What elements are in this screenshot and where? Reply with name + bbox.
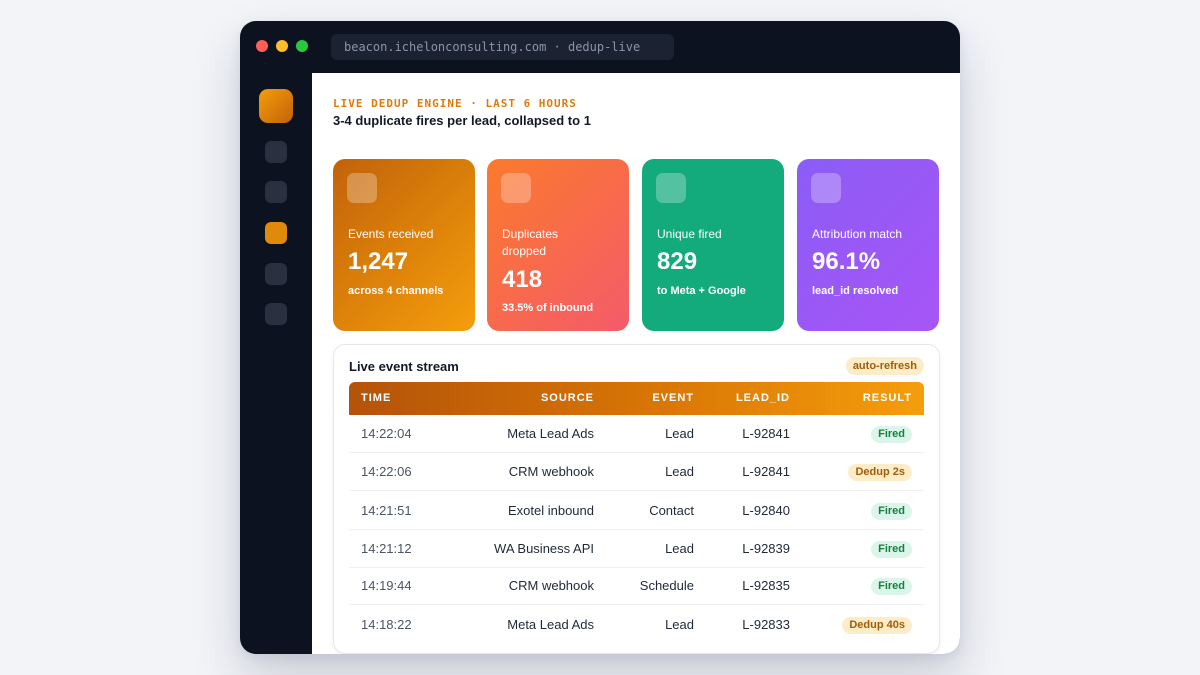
stat-sub: to Meta + Google (657, 285, 746, 297)
stat-value: 1,247 (348, 248, 409, 275)
panel-title: Live event stream (349, 359, 459, 374)
table-row[interactable]: 14:21:51 Exotel inbound Contact L-92840 Fire… (349, 492, 924, 530)
sidebar-nav-item-4[interactable] (265, 263, 287, 285)
section-kicker: LIVE DEDUP ENGINE · LAST 6 HOURS (333, 97, 577, 110)
cell-lead-id: L-92841 (742, 426, 790, 441)
sidebar-nav-item-5[interactable] (265, 303, 287, 325)
page-title: 3-4 duplicate fires per lead, collapsed … (333, 113, 591, 128)
column-header-event[interactable]: EVENT (652, 392, 694, 404)
title-bar: beacon.ichelonconsulting.com · dedup-liv… (240, 21, 960, 73)
cell-source: Meta Lead Ads (507, 617, 594, 632)
app-logo[interactable] (259, 89, 293, 123)
cell-source: CRM webhook (508, 578, 594, 593)
stat-label: Attribution match (812, 227, 903, 241)
cell-time: 14:21:51 (361, 503, 412, 518)
live-event-stream-panel: Live event stream auto-refresh TIME SOUR… (333, 344, 940, 654)
cell-event: Lead (665, 426, 694, 441)
cell-event: Lead (665, 541, 694, 556)
cell-event: Lead (665, 617, 694, 632)
result-status-badge: Fired (871, 541, 912, 558)
column-header-time[interactable]: TIME (361, 392, 392, 404)
browser-window: beacon.ichelonconsulting.com · dedup-liv… (240, 21, 960, 654)
cell-time: 14:18:22 (361, 617, 412, 632)
stat-card-duplicates-dropped: Duplicates dropped 418 33.5% of inbound (487, 159, 629, 331)
result-status-badge: Fired (871, 503, 912, 520)
cell-event: Contact (649, 503, 694, 518)
stat-card-events-received: Events received 1,247 across 4 channels (333, 159, 475, 331)
stat-sub: lead_id resolved (812, 285, 899, 297)
result-status-badge: Fired (871, 426, 912, 443)
cell-lead-id: L-92841 (742, 464, 790, 479)
table-row[interactable]: 14:18:22 Meta Lead Ads Lead L-92833 Dedup 40… (349, 606, 924, 644)
minimize-window-button[interactable] (276, 40, 288, 52)
cell-time: 14:19:44 (361, 578, 412, 593)
column-header-lead-id[interactable]: LEAD_ID (735, 392, 790, 404)
cell-lead-id: L-92839 (742, 541, 790, 556)
maximize-window-button[interactable] (296, 40, 308, 52)
events-icon (347, 173, 377, 203)
cell-source: CRM webhook (508, 464, 594, 479)
table-row[interactable]: 14:19:44 CRM webhook Schedule L-92835 Fired (349, 567, 924, 605)
stat-card-unique-fired: Unique fired 829 to Meta + Google (642, 159, 784, 331)
cell-event: Schedule (639, 578, 694, 593)
cell-source: Exotel inbound (507, 503, 594, 518)
result-status-badge: Fired (871, 578, 912, 595)
table-header: TIME SOURCE EVENT LEAD_ID RESULT (349, 382, 924, 415)
duplicates-icon (501, 173, 531, 203)
stat-value: 96.1% (812, 248, 881, 275)
cell-time: 14:21:12 (361, 541, 412, 556)
stat-label: Duplicates dropped (502, 227, 559, 258)
cell-source: WA Business API (494, 541, 594, 556)
stat-sub: across 4 channels (348, 285, 444, 297)
cell-time: 14:22:06 (361, 464, 412, 479)
stat-value: 418 (502, 266, 543, 293)
stat-label: Events received (348, 227, 434, 241)
cell-source: Meta Lead Ads (507, 426, 594, 441)
stat-label: Unique fired (657, 227, 722, 241)
cell-event: Lead (665, 464, 694, 479)
sidebar (240, 73, 312, 654)
column-header-source[interactable]: SOURCE (540, 392, 594, 404)
table-row[interactable]: 14:22:06 CRM webhook Lead L-92841 Dedup 2s (349, 453, 924, 491)
main-content: LIVE DEDUP ENGINE · LAST 6 HOURS 3-4 dup… (312, 73, 960, 654)
table-row[interactable]: 14:21:12 WA Business API Lead L-92839 Fired (349, 530, 924, 568)
stat-sub: 33.5% of inbound (502, 302, 594, 314)
address-bar[interactable]: beacon.ichelonconsulting.com · dedup-liv… (331, 34, 674, 60)
attribution-icon (811, 173, 841, 203)
cell-time: 14:22:04 (361, 426, 412, 441)
column-header-result[interactable]: RESULT (862, 392, 912, 404)
sidebar-nav-item-1[interactable] (265, 141, 287, 163)
result-status-badge: Dedup 40s (842, 617, 912, 634)
sidebar-nav-item-3-active[interactable] (265, 222, 287, 244)
cell-lead-id: L-92840 (742, 503, 790, 518)
cell-lead-id: L-92833 (742, 617, 790, 632)
sidebar-nav-item-2[interactable] (265, 181, 287, 203)
result-status-badge: Dedup 2s (848, 464, 912, 481)
close-window-button[interactable] (256, 40, 268, 52)
stat-value: 829 (657, 248, 698, 275)
auto-refresh-badge[interactable]: auto-refresh (845, 357, 924, 375)
fired-icon (656, 173, 686, 203)
cell-lead-id: L-92835 (742, 578, 790, 593)
table-row[interactable]: 14:22:04 Meta Lead Ads Lead L-92841 Fired (349, 415, 924, 453)
stat-card-attribution-match: Attribution match 96.1% lead_id resolved (797, 159, 939, 331)
